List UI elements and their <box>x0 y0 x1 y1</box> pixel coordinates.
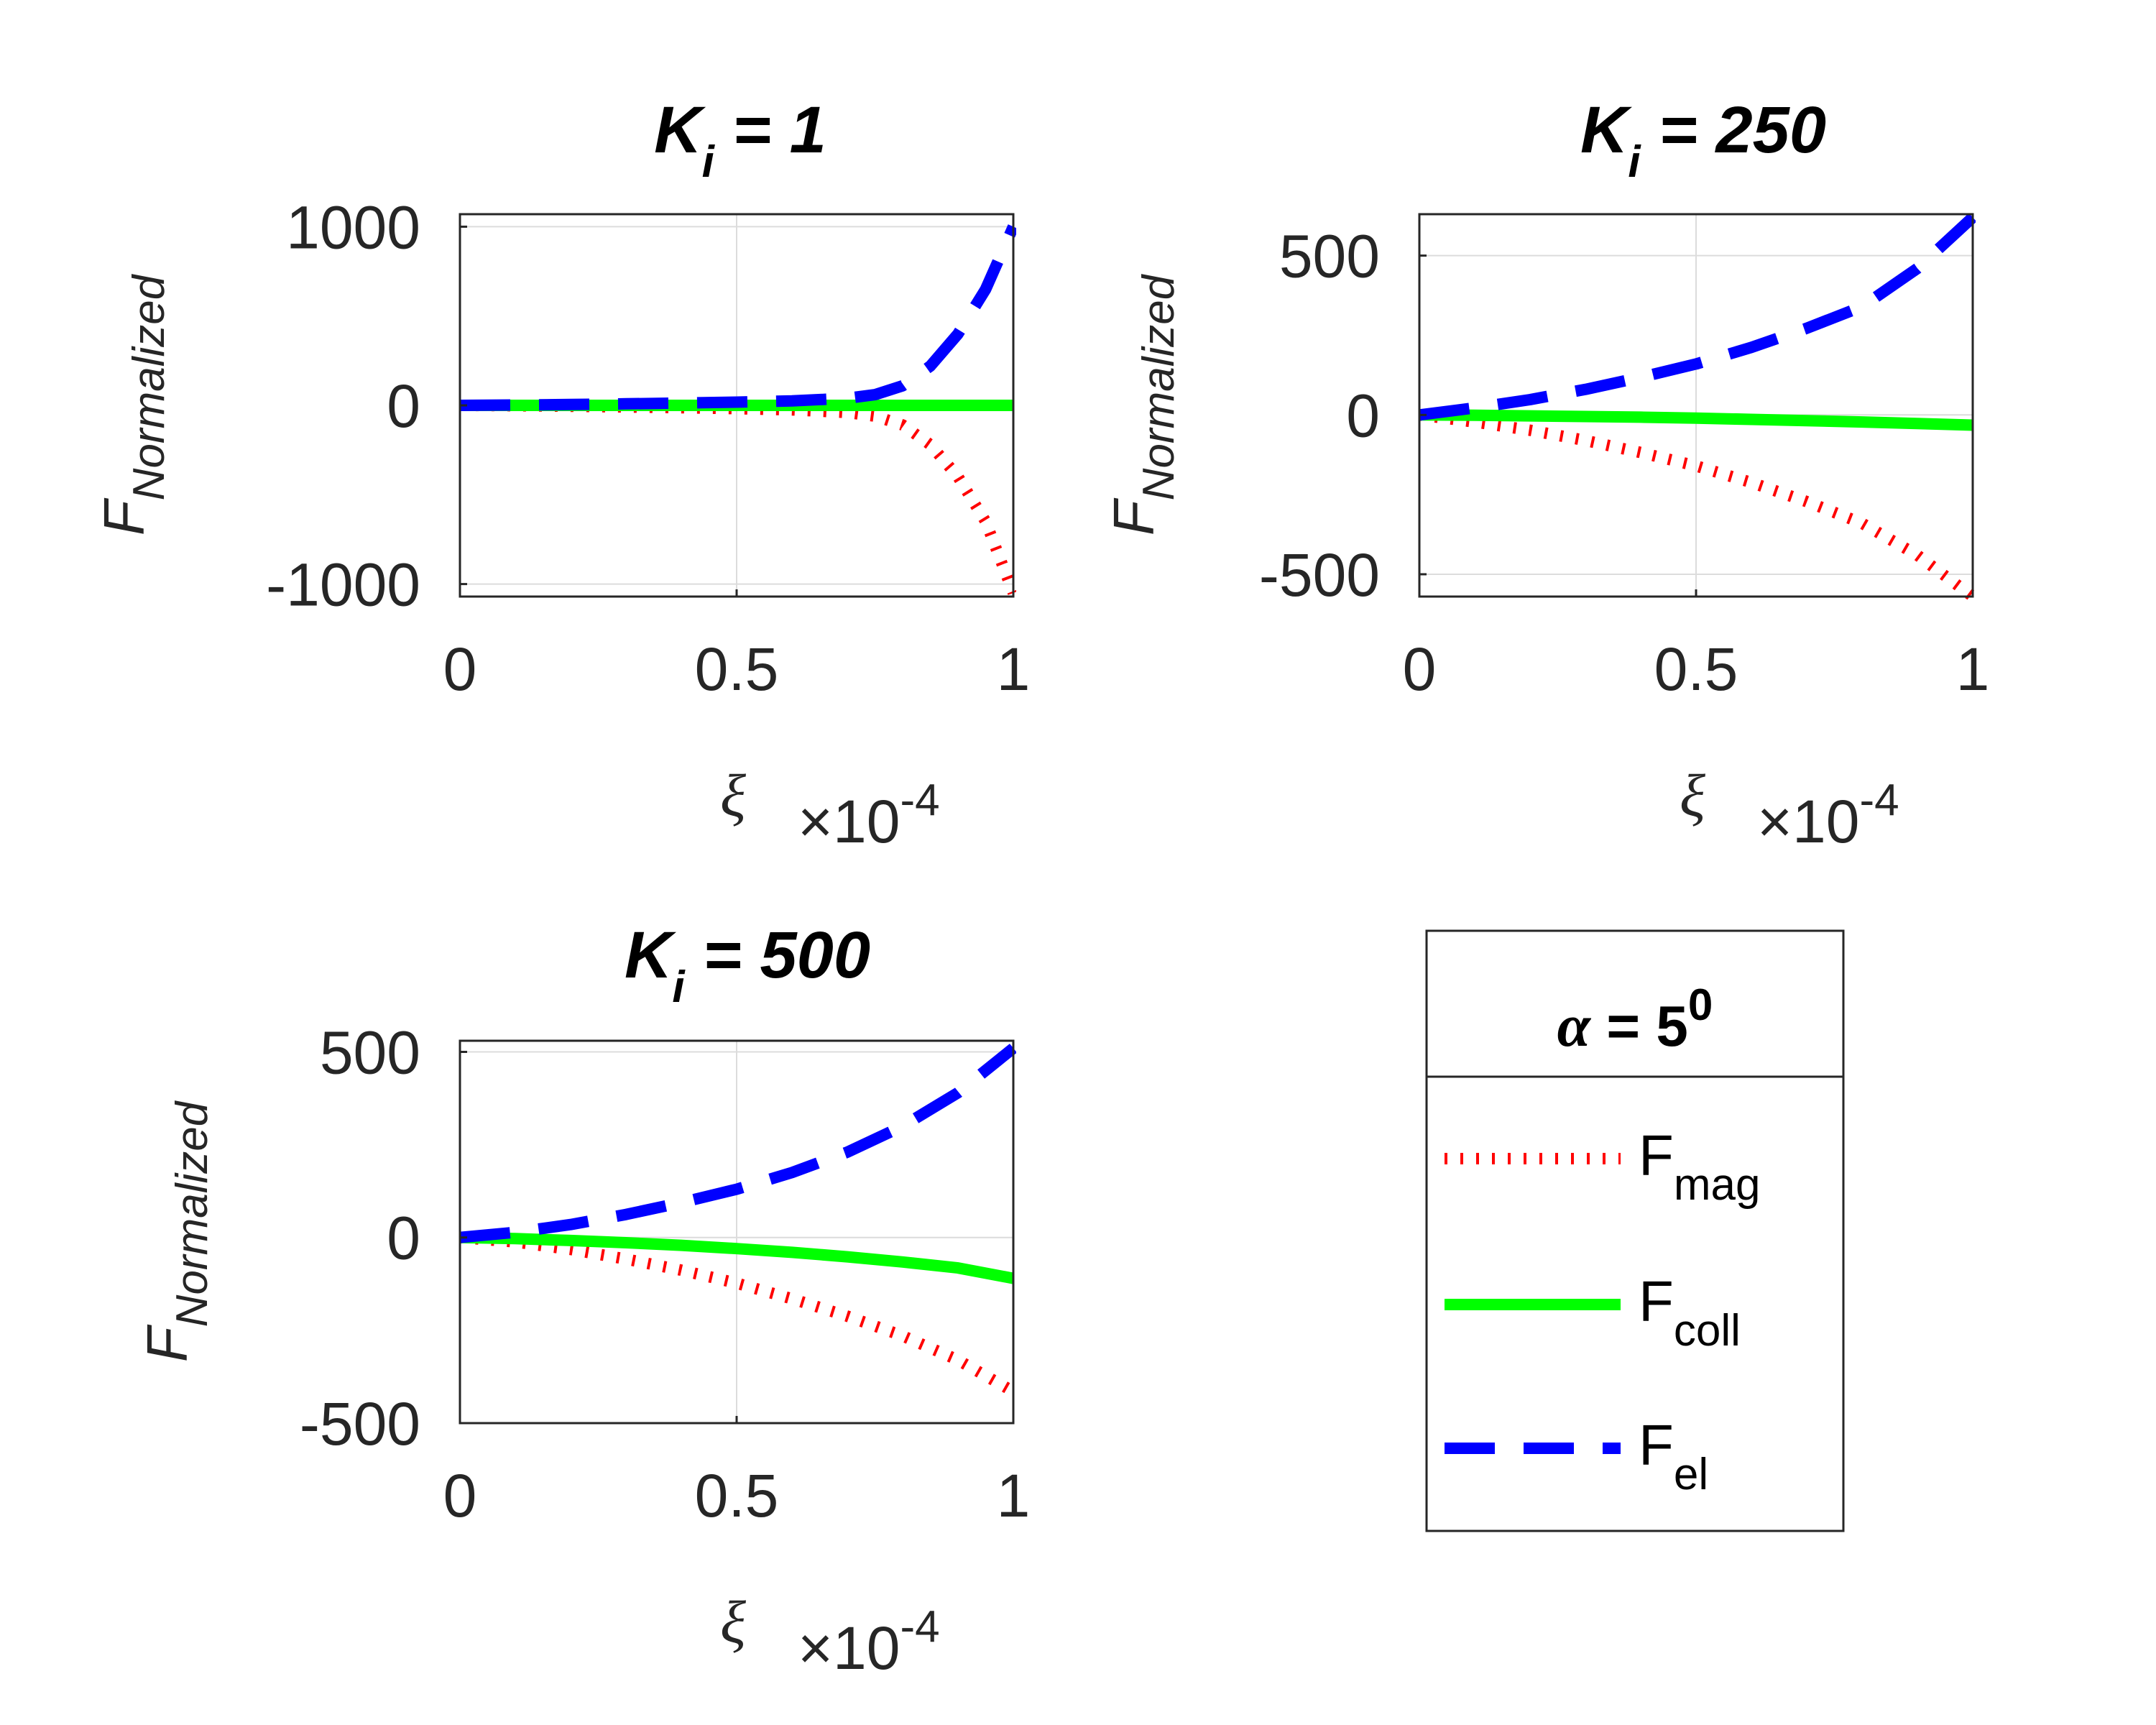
y-tick-label: 0 <box>387 372 420 440</box>
y-axis-label: FNormalized <box>92 273 174 535</box>
legend-entry-f-el: Fel <box>1445 1413 1708 1499</box>
y-tick-label: -500 <box>300 1390 420 1458</box>
legend-label-f-el: Fel <box>1639 1413 1708 1499</box>
legend-entry-f-mag: Fmag <box>1445 1123 1760 1210</box>
panel-ki-250: Ki = 250 0 0.5 1 -500 0 500 FNormalized ξ ×10… <box>1102 93 1989 855</box>
x-axis-label: ξ <box>1680 763 1705 829</box>
x-axis-label: ξ <box>720 1589 746 1656</box>
legend-label-f-coll: Fcoll <box>1639 1269 1741 1356</box>
y-tick-label: -500 <box>1259 541 1380 609</box>
x-tick-label: 0 <box>443 1462 477 1530</box>
series-f-mag <box>460 1231 1016 1397</box>
y-tick-label: 500 <box>1279 223 1380 290</box>
series-f-coll <box>1419 409 1973 431</box>
series-f-el <box>1419 213 1976 421</box>
x-axis-label: ξ <box>720 763 746 829</box>
legend: α = 50 Fmag Fcoll Fel <box>1425 929 1845 1532</box>
x-tick-label: 0.5 <box>1654 635 1738 703</box>
panel-title: Ki = 250 <box>1580 93 1826 187</box>
x-tick-label: 1 <box>1956 635 1990 703</box>
x-tick-label: 0.5 <box>695 635 779 703</box>
x-tick-label: 0.5 <box>695 1462 779 1530</box>
x-tick-label: 1 <box>997 635 1031 703</box>
x-multiplier: ×10-4 <box>1757 776 1899 855</box>
plot-area: 0 0.5 1 -500 0 500 <box>300 1018 1030 1530</box>
y-tick-label: 1000 <box>286 193 420 261</box>
x-tick-label: 0 <box>1403 635 1437 703</box>
plot-area: 0 0.5 1 -500 0 500 <box>1259 213 1990 703</box>
x-multiplier: ×10-4 <box>798 1602 940 1682</box>
series-f-el <box>460 224 1016 411</box>
legend-box <box>1425 929 1845 1532</box>
y-tick-label: 0 <box>387 1205 420 1272</box>
legend-entry-f-coll: Fcoll <box>1445 1269 1741 1356</box>
y-axis-label: FNormalized <box>135 1100 217 1362</box>
panel-ki-500: Ki = 500 0 0.5 1 -500 0 500 FNormalized ξ ×10… <box>135 919 1030 1682</box>
series-f-coll <box>460 1231 1015 1284</box>
legend-label-f-mag: Fmag <box>1639 1123 1760 1210</box>
y-tick-label: 0 <box>1346 382 1380 449</box>
x-tick-label: 0 <box>443 635 477 703</box>
y-axis-label: FNormalized <box>1102 273 1184 535</box>
x-multiplier: ×10-4 <box>798 776 940 855</box>
plot-area: 0 0.5 1 -1000 0 1000 <box>266 193 1030 703</box>
panel-title: Ki = 1 <box>654 93 826 187</box>
panel-ki-1: Ki = 1 0 0.5 1 -1000 0 1000 FNormalized ξ ×10… <box>92 93 1030 855</box>
series-f-el <box>460 1044 1016 1243</box>
panel-title: Ki = 500 <box>625 919 870 1012</box>
y-tick-label: 500 <box>320 1018 420 1086</box>
x-tick-label: 1 <box>997 1462 1031 1530</box>
y-tick-label: -1000 <box>266 551 420 619</box>
legend-title: α = 50 <box>1557 980 1713 1059</box>
